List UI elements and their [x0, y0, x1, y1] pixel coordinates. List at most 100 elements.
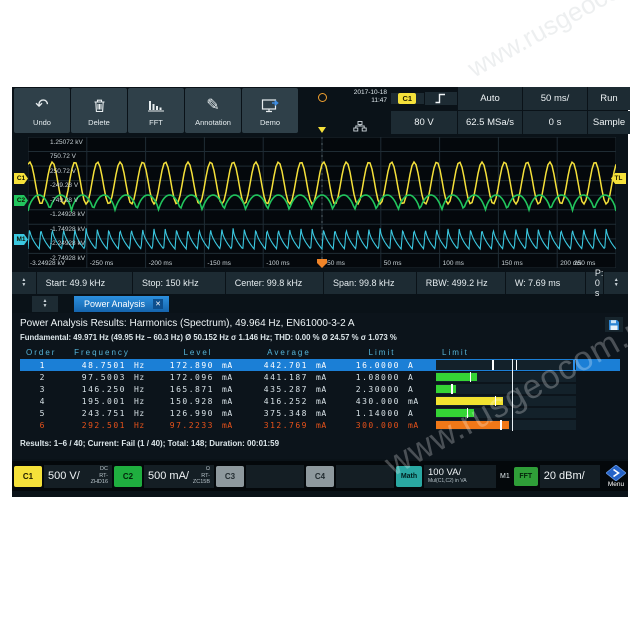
demo-icon [261, 95, 279, 117]
c4-scale-cell[interactable] [336, 464, 394, 488]
waveform-canvas [28, 137, 616, 268]
undo-button[interactable]: ↶ Undo [14, 88, 70, 133]
c4-channel-button[interactable]: C4 [306, 465, 334, 487]
horizontal-position-button[interactable]: 0 s [523, 111, 587, 134]
fft-button[interactable]: FFT [128, 88, 184, 133]
trigger-slope-button[interactable] [424, 92, 457, 105]
table-cell: 172.096 mA [169, 372, 233, 382]
c1-probe-info: DC RT-ZHD16 [80, 466, 108, 486]
c2-scale-cell[interactable]: 500 mA/ Ω RT-ZC15B [144, 464, 214, 488]
power-analysis-results: Power Analysis Results: Harmonics (Spect… [12, 313, 628, 459]
delete-button[interactable]: Delete [71, 88, 127, 133]
c2-probe: RT-ZC15B [192, 472, 210, 486]
harmonic-row-5[interactable]: 5 243.751 Hz 126.990 mA 375.348 mA 1.14000 A [20, 407, 620, 419]
position-cell[interactable]: P: 0 s [585, 268, 604, 298]
center-frequency-cell[interactable]: Center: 99.8 kHz [225, 272, 323, 294]
harmonic-row-2[interactable]: 2 97.5003 Hz 172.096 mA 441.187 mA 1.08000 A [20, 371, 620, 383]
save-button[interactable] [605, 317, 623, 332]
harmonic-row-3[interactable]: 3 146.250 Hz 165.871 mA 435.287 mA 2.30000 A [20, 383, 620, 395]
trigger-level-badge[interactable]: TL [611, 173, 626, 184]
table-cell: 312.769 mA [263, 420, 327, 430]
table-cell: 1.14000 A [355, 408, 414, 418]
tab-scroll-control[interactable]: ▲ ▼ [32, 296, 58, 312]
save-icon [609, 319, 619, 330]
trigger-time-marker[interactable] [317, 259, 327, 268]
harmonics-table: Order Frequency Level Average Limit Limi… [20, 346, 620, 431]
run-state-value: Run [600, 93, 618, 104]
fft-scale-cell[interactable]: 20 dBm/ [539, 464, 600, 488]
trigger-circle-icon [317, 93, 327, 102]
voltage-scale-label: -2.74928 kV [50, 254, 86, 262]
time-value: 11:47 [371, 96, 387, 104]
sample-rate-cell[interactable]: 62.5 MSa/s [458, 111, 522, 134]
time-axis-label: -150 ms [207, 260, 231, 267]
order-cell: 5 [39, 408, 46, 418]
timebase-button[interactable]: 50 ms/ [523, 87, 587, 110]
time-axis-label: 200 ms [560, 260, 582, 267]
table-cell: 16.0000 A [355, 360, 414, 370]
voltage-scale-label: -1.24928 kV [50, 211, 86, 219]
table-cell: 300.000 mA [355, 420, 419, 430]
tab-power-analysis[interactable]: Power Analysis ✕ [74, 296, 170, 312]
acquisition-mode-button[interactable]: Sample [588, 111, 630, 134]
undo-icon: ↶ [35, 96, 49, 114]
table-cell: 48.7501 Hz [81, 360, 145, 370]
rbw-cell[interactable]: RBW: 499.2 Hz [416, 272, 505, 294]
c2-channel-button[interactable]: C2 [114, 465, 142, 487]
time-axis-label: -50 ms [325, 260, 345, 267]
table-cell: 165.871 mA [169, 384, 233, 394]
trigger-source-button[interactable]: C1 [391, 93, 424, 104]
time-axis-label: -200 ms [148, 260, 173, 267]
harmonic-row-1[interactable]: 1 48.7501 Hz 172.890 mA 442.701 mA 16.0000 A [20, 359, 620, 371]
channel-badge-m1[interactable]: M1 [14, 234, 28, 245]
trigger-mode-button[interactable]: Auto [458, 87, 522, 110]
c2-coupling: Ω [205, 466, 210, 473]
waveform-display[interactable]: 1.25072 kV 750.72 V 250.72 V -249.28 V -749.… [28, 137, 616, 268]
start-frequency-cell[interactable]: Start: 49.9 kHz [36, 272, 133, 294]
network-icon[interactable] [353, 121, 367, 132]
header-level: Level [183, 348, 213, 357]
c3-scale-cell[interactable] [246, 464, 304, 488]
limit-bar [436, 372, 576, 382]
scroll-up-down-right[interactable]: ▲ ▼ [604, 272, 629, 294]
fft-channel-button[interactable]: FFT [513, 466, 538, 486]
time-axis-label: 250 ms [574, 260, 596, 267]
c3-channel-button[interactable]: C3 [216, 465, 244, 487]
harmonic-row-4[interactable]: 4 195.001 Hz 150.928 mA 416.252 mA 430.000 mA [20, 395, 620, 407]
trigger-level-button[interactable]: 80 V [391, 111, 457, 134]
run-state-button[interactable]: Run [588, 87, 630, 110]
rohde-schwarz-logo-icon [606, 464, 626, 481]
c1-scale-cell[interactable]: 500 V/ DC RT-ZHD16 [44, 464, 112, 488]
stop-frequency-cell[interactable]: Stop: 150 kHz [133, 272, 225, 294]
order-cell: 3 [39, 384, 46, 394]
header-limit-bar: Limit [442, 348, 469, 357]
c1-channel-button[interactable]: C1 [14, 465, 42, 487]
channel-badge-c2[interactable]: C2 [14, 195, 28, 206]
scroll-up-down-left[interactable]: ▲ ▼ [12, 272, 36, 294]
span-value: Span: 99.8 kHz [332, 278, 395, 288]
limit-bar [436, 360, 576, 370]
window-cell[interactable]: W: 7.69 ms [505, 272, 585, 294]
tab-close-icon[interactable]: ✕ [153, 299, 164, 309]
math-channel-button[interactable]: Math [396, 465, 422, 487]
harmonic-row-6[interactable]: 6 292.501 Hz 97.2233 mA 312.769 mA 300.000 mA [20, 419, 620, 431]
trigger-arrow-icon [318, 127, 326, 133]
rising-edge-icon [435, 93, 446, 104]
annotation-button[interactable]: ✎ Annotation [185, 88, 241, 133]
c2-scale-value: 500 mA/ [148, 470, 189, 482]
trigger-level-value: 80 V [414, 117, 434, 128]
channel-badge-c1[interactable]: C1 [14, 173, 28, 184]
fft-scale-value: 20 dBm/ [543, 470, 585, 482]
tab-row: ▲ ▼ Power Analysis ✕ [12, 295, 628, 312]
trigger-position-marker[interactable] [315, 89, 329, 135]
annotation-label: Annotation [195, 117, 231, 127]
voltage-scale-label: -749.28 V [50, 196, 79, 204]
span-cell[interactable]: Span: 99.8 kHz [323, 272, 416, 294]
frequency-info-bar: ▲ ▼ Start: 49.9 kHz Stop: 150 kHz Center:… [12, 268, 629, 298]
demo-button[interactable]: Demo [242, 88, 298, 133]
limit-threshold-line [511, 359, 513, 431]
math-scale-cell[interactable]: 100 VA/ Mul(C1,C2) in VA [424, 464, 496, 488]
c1-scale-value: 500 V/ [48, 470, 80, 482]
menu-button[interactable]: Menu [606, 461, 626, 491]
